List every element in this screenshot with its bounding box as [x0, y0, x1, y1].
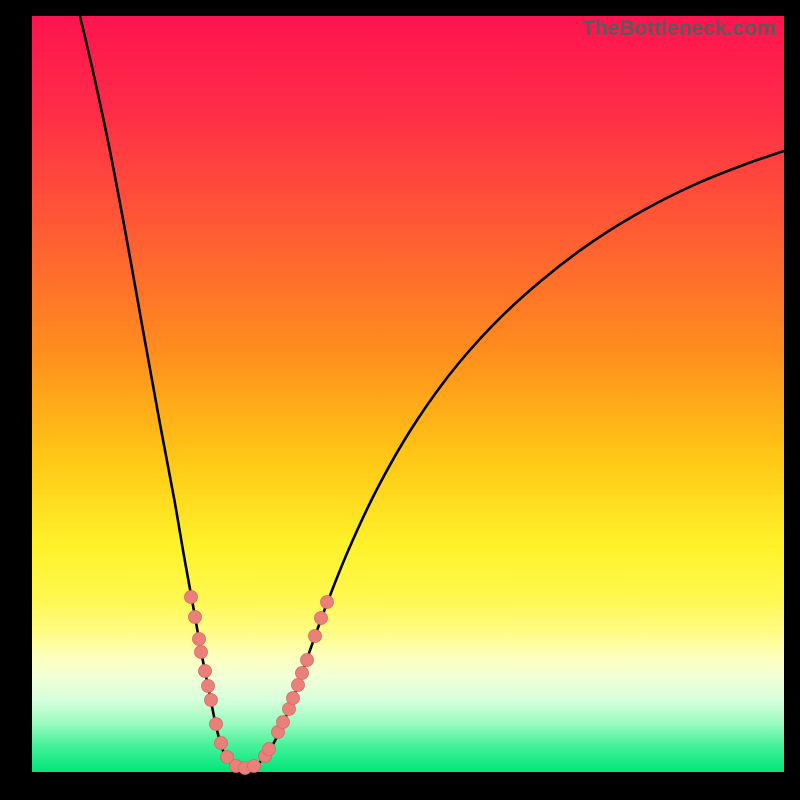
data-marker — [210, 718, 223, 731]
data-marker — [263, 743, 276, 756]
data-marker — [296, 667, 309, 680]
data-marker — [277, 716, 290, 729]
data-marker — [193, 633, 206, 646]
data-marker — [199, 665, 212, 678]
data-marker — [321, 596, 334, 609]
data-marker — [248, 760, 261, 773]
chart-frame: TheBottleneck.com — [0, 0, 800, 800]
data-marker — [287, 692, 300, 705]
data-markers — [185, 591, 334, 775]
data-marker — [301, 654, 314, 667]
data-marker — [309, 630, 322, 643]
data-marker — [205, 694, 218, 707]
data-marker — [189, 611, 202, 624]
curve-layer — [32, 16, 784, 772]
data-marker — [292, 679, 305, 692]
data-marker — [202, 680, 215, 693]
data-marker — [185, 591, 198, 604]
data-marker — [195, 646, 208, 659]
bottleneck-curve — [80, 16, 784, 768]
watermark-text: TheBottleneck.com — [582, 17, 776, 41]
data-marker — [315, 612, 328, 625]
data-marker — [215, 737, 228, 750]
plot-area — [32, 16, 784, 772]
